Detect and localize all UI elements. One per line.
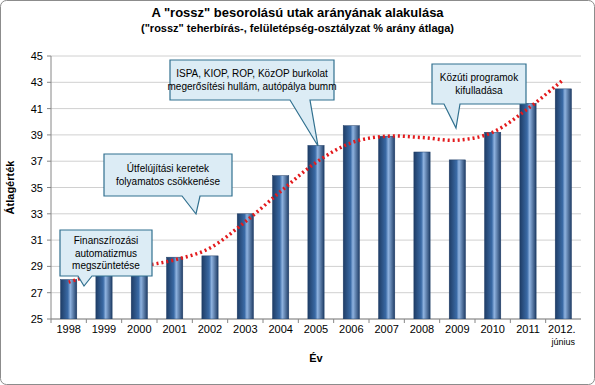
x-tick-label: 2011: [516, 323, 540, 335]
x-tick: [510, 319, 511, 323]
bar: [308, 145, 324, 319]
plot-area: [61, 80, 572, 319]
x-tick-label: 2009: [445, 323, 469, 335]
bar: [167, 257, 183, 319]
x-tick-label: 1999: [92, 323, 116, 335]
callout-box: [432, 64, 526, 128]
x-tick: [545, 319, 546, 323]
bar: [555, 89, 571, 319]
grid: [47, 56, 581, 319]
chart-frame: [1, 1, 595, 385]
x-tick: [157, 319, 158, 323]
bar: [343, 126, 359, 319]
callout: ISPA, KIOP, ROP, KözOP burkolat megerősít…: [168, 60, 337, 146]
x-tick: [227, 319, 228, 323]
callout-text: automatizmus: [75, 248, 137, 259]
callout-text: kifulladása: [455, 85, 503, 96]
x-tick: [439, 319, 440, 323]
callout-text: ISPA, KIOP, ROP, KözOP burkolat: [176, 68, 328, 79]
y-tick: [47, 56, 51, 57]
x-tick: [51, 319, 52, 323]
y-tick: [47, 187, 51, 188]
callout-box: [60, 230, 152, 286]
grid-line: [51, 56, 581, 57]
x-tick: [404, 319, 405, 323]
y-tick-label: 39: [31, 129, 43, 141]
x-tick-label: 1998: [56, 323, 80, 335]
y-tick-label: 31: [31, 234, 43, 246]
x-tick-label: 2004: [268, 323, 292, 335]
x-tick: [298, 319, 299, 323]
y-tick-label: 25: [31, 313, 43, 325]
x-tick-label: 2000: [127, 323, 151, 335]
chart: 25 27 29 31 33 35 37 39 41 43 45 1998 1999 2000 2001 20…: [0, 0, 595, 385]
x-tick-label: 2010: [480, 323, 504, 335]
bar: [449, 160, 465, 319]
y-tick-label: 33: [31, 208, 43, 220]
x-tick-label: 2007: [374, 323, 398, 335]
y-tick: [47, 213, 51, 214]
callout: Finanszírozási automatizmusmegszüntetése: [60, 230, 152, 286]
x-tick-label: 2006: [339, 323, 363, 335]
x-tick-label: 2012. június: [548, 323, 579, 347]
x-tick: [369, 319, 370, 323]
callout-box: [170, 60, 334, 146]
callout: Közúti programok kifulladása: [432, 64, 526, 128]
y-axis-title: Átlagérték: [4, 160, 16, 215]
bar: [273, 176, 289, 319]
bar: [61, 280, 77, 319]
callout-text: Finanszírozási: [74, 235, 138, 246]
callout-text: megerősítési hullám, autópálya bumm: [168, 81, 337, 92]
x-tick: [192, 319, 193, 323]
x-tick-label: 2001: [162, 323, 186, 335]
y-axis: [51, 56, 52, 319]
x-tick: [263, 319, 264, 323]
subtitle: ("rossz" teherbírás-, felületépség-osztá…: [141, 22, 454, 34]
title: A "rossz" besorolású utak arányának alak…: [151, 5, 444, 20]
x-tick: [475, 319, 476, 323]
y-tick-label: 41: [31, 103, 43, 115]
y-tick-label: 37: [31, 155, 43, 167]
x-tick: [121, 319, 122, 323]
y-tick-label: 45: [31, 50, 43, 62]
y-tick: [47, 292, 51, 293]
callout-text: Közúti programok: [440, 72, 519, 83]
y-tick: [47, 240, 51, 241]
x-tick-label: 2008: [410, 323, 434, 335]
bar: [202, 256, 218, 319]
callout: Útfelújítási keretek folyamatos csökkenés…: [104, 154, 232, 214]
y-tick-label: 27: [31, 287, 43, 299]
bar: [379, 136, 395, 319]
y-tick: [47, 134, 51, 135]
callout-text: folyamatos csökkenése: [116, 176, 220, 187]
x-tick-label: 2002: [198, 323, 222, 335]
x-axis-title: Év: [309, 352, 323, 364]
x-tick-label: 2003: [233, 323, 257, 335]
bar: [237, 214, 253, 319]
y-tick: [47, 266, 51, 267]
x-tick-label: 2005: [304, 323, 328, 335]
grid-line: [51, 108, 581, 109]
y-tick-label: 35: [31, 182, 43, 194]
callout-box: [104, 154, 232, 214]
bar: [520, 103, 536, 319]
callout-text: megszüntetése: [72, 260, 140, 271]
y-tick-label: 29: [31, 260, 43, 272]
bar: [414, 152, 430, 319]
x-tick: [333, 319, 334, 323]
bar: [485, 132, 501, 319]
y-tick: [47, 161, 51, 162]
y-tick: [47, 319, 51, 320]
y-tick: [47, 108, 51, 109]
y-tick-label: 43: [31, 76, 43, 88]
y-tick: [47, 82, 51, 83]
x-tick: [86, 319, 87, 323]
callout-text: Útfelújítási keretek: [127, 162, 210, 174]
